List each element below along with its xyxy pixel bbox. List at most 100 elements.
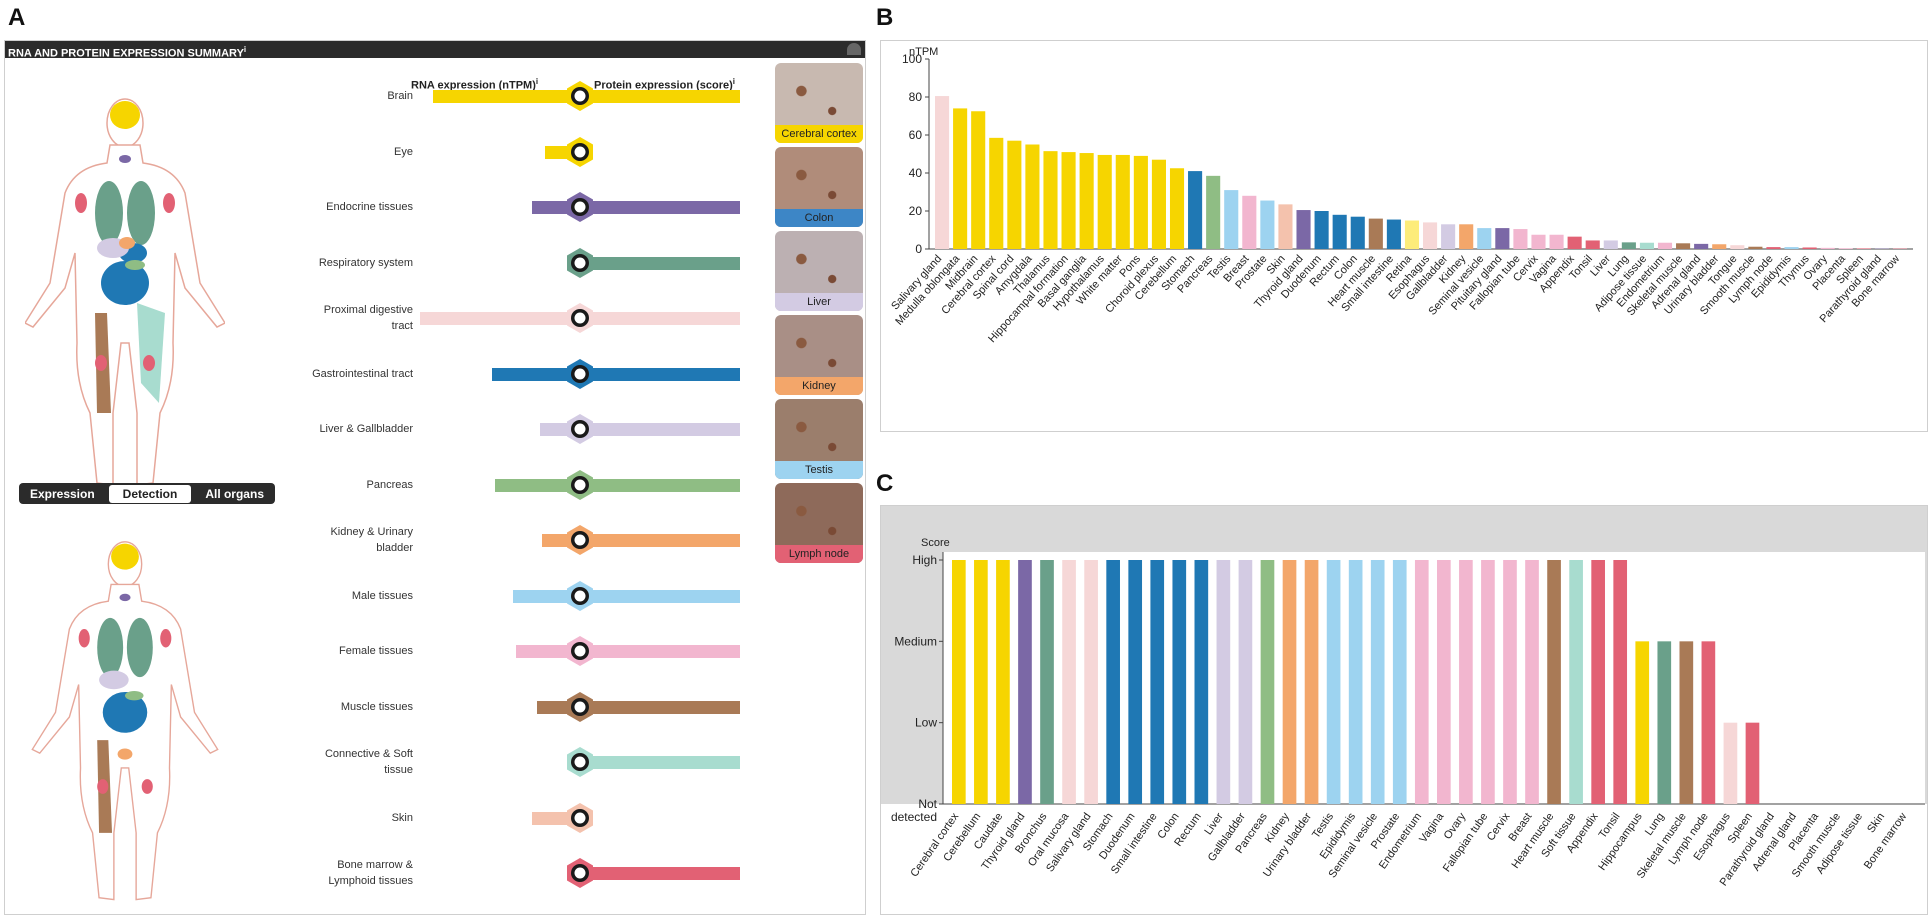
organ-icon[interactable] [564,746,596,778]
organ-icon[interactable] [564,635,596,667]
tissue-label[interactable]: Kidney & Urinary bladder [253,524,413,556]
rna-column-label: RNA expression (nTPM) [411,79,536,92]
bar [1459,224,1474,249]
organ-icon[interactable] [564,358,596,390]
bar [1856,248,1871,249]
protein-bar[interactable] [580,589,740,603]
tissue-label[interactable]: Pancreas [253,477,413,493]
organ-icon[interactable] [564,191,596,223]
bar [1503,560,1517,804]
protein-bar[interactable] [580,645,740,658]
protein-bar[interactable] [580,478,740,492]
tissue-label[interactable]: Endocrine tissues [253,199,413,215]
tissue-label-line: Lymphoid tissues [328,875,413,887]
bar [1657,641,1672,804]
bar [1314,211,1329,249]
protein-bar[interactable] [580,90,740,103]
protein-column-label: Protein expression (score) [594,79,733,92]
tissue-label[interactable]: Connective & Soft tissue [253,746,413,778]
toggle-expression[interactable]: Expression [29,486,95,501]
protein-bar[interactable] [580,867,740,880]
protein-bar[interactable] [580,367,740,381]
protein-bar[interactable] [580,423,740,436]
expression-summary-panel: RNA AND PROTEIN EXPRESSION SUMMARYi Expr… [4,40,866,915]
toggle-all-organs[interactable]: All organs [205,486,264,501]
protein-bar[interactable] [580,534,740,547]
bar [952,560,966,804]
tissue-label[interactable]: Female tissues [253,643,413,659]
bar [1260,200,1275,249]
organ-icon[interactable] [564,802,596,834]
tissue-label[interactable]: Muscle tissues [253,699,413,715]
body-figure-rna [25,98,225,486]
rna-bar[interactable] [492,367,580,381]
toggle-detection[interactable]: Detection [108,484,192,503]
lung-right [127,181,155,245]
bar [1701,641,1716,804]
ihc-image-label: Testis [775,461,863,479]
bar [1062,560,1076,804]
bar [1350,216,1365,249]
organ-icon[interactable] [564,80,596,112]
rna-info-icon[interactable]: i [535,77,539,86]
tissue-label[interactable]: Liver & Gallbladder [253,421,413,437]
protein-bar[interactable] [580,256,740,270]
organ-icon[interactable] [564,247,596,279]
bar [1567,236,1582,249]
bar [1115,154,1130,249]
x-tick-label: Vagina [1417,810,1447,845]
summary-header-title: RNA AND PROTEIN EXPRESSION SUMMARY [8,47,244,60]
ihc-image-thumbnail[interactable]: Kidney [775,315,863,395]
bar [1128,560,1143,804]
organ-icon[interactable] [564,413,596,445]
y-axis-label: Score [921,537,950,549]
organ-icon[interactable] [564,580,596,612]
rna-bar[interactable] [433,90,580,103]
tissue-label[interactable]: Male tissues [253,588,413,604]
tissue-label[interactable]: Respiratory system [253,255,413,271]
organ-icon[interactable] [564,691,596,723]
tissue-label[interactable]: Eye [253,144,413,160]
protein-bar[interactable] [580,756,740,769]
organ-icon[interactable] [564,136,596,168]
ihc-image-thumbnail[interactable]: Liver [775,231,863,311]
tissue-label-line: Pancreas [366,478,413,491]
rna-bar[interactable] [495,478,580,492]
protein-bar[interactable] [580,201,740,214]
collapse-icon[interactable] [847,43,861,55]
organ-icon[interactable] [564,302,596,334]
y-tick-label: High [912,553,937,567]
bar [1441,224,1456,249]
y-axis-label: nTPM [909,46,938,58]
summary-info-icon[interactable]: i [243,45,247,54]
tissue-label[interactable]: Brain [253,88,413,104]
rna-bar[interactable] [516,645,580,658]
rna-bar[interactable] [420,312,580,325]
protein-bar[interactable] [580,312,740,325]
ihc-image-thumbnail[interactable]: Lymph node [775,483,863,563]
tissue-label[interactable]: Bone marrow & Lymphoid tissues [253,857,413,889]
organ-icon[interactable] [564,524,596,556]
protein-info-icon[interactable]: i [732,77,736,86]
bar [1392,560,1407,804]
ihc-image-thumbnail[interactable]: Cerebral cortex [775,63,863,143]
protein-column-header: Protein expression (score)i [594,77,735,92]
ihc-image-thumbnail[interactable]: Testis [775,399,863,479]
bar [1481,560,1495,804]
protein-bar[interactable] [580,700,740,714]
rna-tissue-chart-panel: nTPM 0 20 40 60 80 100 Salivary gland Medulla ob… [880,40,1928,432]
organ-icon[interactable] [564,469,596,501]
bar [1569,560,1583,804]
ihc-image-thumbnail[interactable]: Colon [775,147,863,227]
bar [1745,722,1760,804]
organ-icon[interactable] [564,857,596,889]
tissue-label[interactable]: Skin [253,810,413,826]
tissue-label-line: Female tissues [339,645,413,657]
tissue-label[interactable]: Proximal digestive tract [253,302,413,334]
bar [1242,195,1257,249]
brain-region [110,101,140,129]
body-figure-protein [31,541,219,901]
rna-bar[interactable] [513,589,580,603]
tissue-label[interactable]: Gastrointestinal tract [253,366,413,382]
